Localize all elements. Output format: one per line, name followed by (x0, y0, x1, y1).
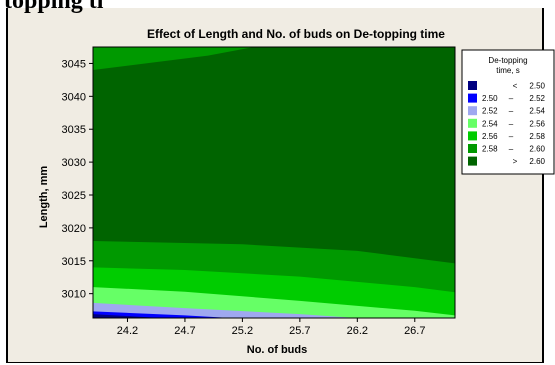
legend-swatch-4 (468, 118, 477, 128)
x-axis-label: No. of buds (247, 344, 308, 356)
legend-high-6: 2.60 (529, 145, 545, 154)
legend-box (461, 49, 555, 175)
legend-operator-1: < (513, 82, 518, 91)
legend: De-topping time, s <2.50 2.50 – 2.52 2.52 – 2.… (461, 49, 555, 175)
legend-low-6: 2.58 (482, 145, 498, 154)
legend-operator-2: – (509, 94, 514, 103)
contour-region-6 (93, 302, 455, 318)
legend-title: De-topping (488, 56, 527, 65)
x-tick-label-2: 24.7 (174, 325, 195, 337)
y-tick-label-2: 3015 (62, 256, 86, 268)
legend-high-3: 2.54 (529, 107, 545, 116)
y-tick-label-5: 3030 (62, 157, 86, 169)
y-tick-label-3: 3020 (62, 223, 86, 235)
legend-operator-5: – (509, 132, 514, 141)
contour-region-7 (93, 311, 455, 318)
legend-swatch-1 (468, 81, 477, 90)
legend-swatch-5 (468, 131, 477, 141)
legend-swatch-6 (468, 144, 477, 153)
legend-high-5: 2.58 (529, 132, 545, 141)
plot-border (92, 46, 456, 319)
legend-high-4: 2.56 (529, 119, 545, 128)
legend-subtitle: time, s (496, 66, 520, 75)
legend-operator-6: – (509, 145, 514, 154)
legend-items: <2.50 2.50 – 2.52 2.52 – 2.54 2.54 – 2.56 2.56 – 2.5… (468, 81, 546, 166)
plot-area (92, 46, 456, 319)
legend-operator-7: > (513, 157, 518, 166)
legend-swatch-7 (468, 156, 477, 166)
legend-operator-3: – (509, 107, 514, 116)
y-tick-label-6: 3035 (62, 124, 86, 136)
y-axis: 3010 3015 3020 3025 3030 3035 3040 3045 (62, 58, 93, 301)
x-tick-label-3: 25.2 (232, 325, 253, 337)
y-tick-label-4: 3025 (62, 190, 86, 202)
x-tick-label-4: 25.7 (289, 325, 310, 337)
legend-swatch-2 (468, 93, 477, 103)
legend-operator-4: – (509, 119, 514, 128)
legend-low-3: 2.52 (482, 107, 498, 116)
legend-low-4: 2.54 (482, 119, 498, 128)
y-tick-label-7: 3040 (62, 91, 86, 103)
x-tick-label-5: 26.2 (347, 325, 368, 337)
y-axis-label: Length, mm (38, 166, 50, 229)
legend-swatch-3 (468, 106, 477, 116)
legend-high-1: 2.50 (529, 82, 545, 91)
chart-title: Effect of Length and No. of buds on De-t… (147, 27, 445, 41)
y-tick-label-8: 3045 (62, 58, 86, 70)
y-tick-label-1: 3010 (62, 289, 86, 301)
document-heading: topping ti (4, 0, 104, 14)
legend-high-7: 2.60 (529, 157, 545, 166)
legend-low-2: 2.50 (482, 94, 498, 103)
legend-high-2: 2.52 (529, 94, 545, 103)
x-axis: 24.2 24.7 25.2 25.7 26.2 26.7 (117, 318, 425, 337)
x-tick-label-6: 26.7 (404, 325, 425, 337)
x-tick-label-1: 24.2 (117, 325, 138, 337)
legend-low-5: 2.56 (482, 132, 498, 141)
